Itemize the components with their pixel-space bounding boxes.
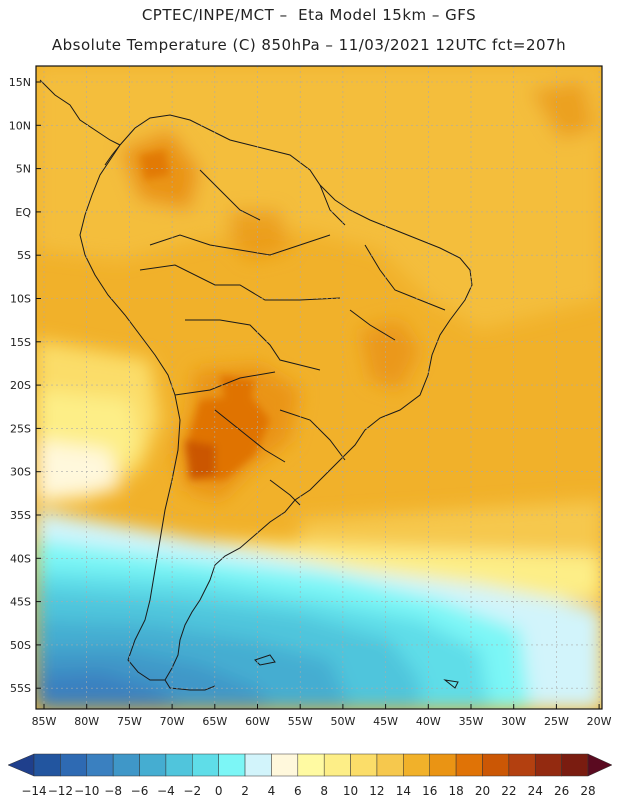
- colorbar-labels: −14 −12 −10 −8 −6 −4 −2 0 2 4 6 8 10 12 14 16 18 20 22 24 26…: [21, 784, 595, 798]
- colorbar-segment: [112, 753, 140, 777]
- colorbar-segment: [60, 753, 88, 777]
- lon-label: 20W: [587, 715, 612, 728]
- colorbar-segment: [534, 753, 562, 777]
- lat-label: 45S: [10, 596, 31, 609]
- map-frame: [35, 65, 603, 710]
- colorbar-segment: [482, 753, 510, 777]
- colorbar-low-arrow: [7, 753, 35, 777]
- colorbar-segment: [403, 753, 430, 777]
- colorbar-label: 22: [501, 784, 516, 798]
- lat-label: 55S: [10, 682, 31, 695]
- colorbar-high-arrow: [587, 753, 613, 777]
- lat-label: 10N: [9, 119, 31, 132]
- lon-label: 30W: [501, 715, 526, 728]
- lon-label: 70W: [160, 715, 185, 728]
- lon-label: 85W: [32, 715, 57, 728]
- colorbar-label: 2: [241, 784, 249, 798]
- colorbar-label: −8: [104, 784, 122, 798]
- lon-label: 60W: [245, 715, 270, 728]
- colorbar-segment: [86, 753, 114, 777]
- colorbar: [7, 753, 613, 777]
- colorbar-segment: [376, 753, 404, 777]
- colorbar-segment: [455, 753, 483, 777]
- colorbar-label: 26: [554, 784, 569, 798]
- lon-label: 40W: [416, 715, 441, 728]
- lat-label: 5N: [16, 163, 31, 176]
- lat-label: 15S: [10, 336, 31, 349]
- lon-label: 50W: [330, 715, 355, 728]
- map-title-line1: CPTEC/INPE/MCT – Eta Model 15km – GFS: [141, 6, 477, 24]
- lat-label: 30S: [10, 466, 31, 479]
- colorbar-label: −10: [74, 784, 99, 798]
- colorbar-segment: [508, 753, 536, 777]
- colorbar-segment: [350, 753, 378, 777]
- colorbar-label: 8: [320, 784, 328, 798]
- colorbar-label: −14: [21, 784, 46, 798]
- lat-label: EQ: [15, 206, 31, 219]
- colorbar-label: 6: [294, 784, 302, 798]
- colorbar-segment: [297, 753, 325, 777]
- lat-label: 40S: [10, 552, 31, 565]
- colorbar-label: 24: [528, 784, 543, 798]
- lat-label: 15N: [9, 76, 31, 89]
- colorbar-label: 0: [215, 784, 223, 798]
- colorbar-segment: [33, 753, 61, 777]
- coastline-borders: [39, 79, 473, 691]
- temperature-field: [36, 66, 602, 709]
- colorbar-label: 18: [448, 784, 463, 798]
- lon-label: 25W: [544, 715, 569, 728]
- lat-lon-grid: [36, 66, 602, 709]
- lon-label: 80W: [74, 715, 99, 728]
- lat-label: 5S: [17, 249, 31, 262]
- colorbar-segment: [271, 753, 299, 777]
- colorbar-segment: [429, 753, 457, 777]
- colorbar-segment: [139, 753, 167, 777]
- lon-label: 75W: [117, 715, 142, 728]
- colorbar-label: 12: [369, 784, 384, 798]
- lon-label: 35W: [459, 715, 484, 728]
- colorbar-segment: [323, 753, 351, 777]
- colorbar-label: 28: [580, 784, 595, 798]
- colorbar-segment: [218, 753, 246, 777]
- lat-label: 50S: [10, 639, 31, 652]
- longitude-labels: 85W 80W 75W 70W 65W 60W 55W 50W 45W 40W 35W 30W 25W 2…: [32, 715, 612, 728]
- lon-label: 55W: [288, 715, 313, 728]
- colorbar-label: −4: [157, 784, 175, 798]
- latitude-labels: 15N 10N 5N EQ 5S 10S 15S 20S 25S 30S 35S 40S 45S 50S 5…: [9, 76, 32, 695]
- colorbar-segment: [192, 753, 219, 777]
- colorbar-label: 20: [475, 784, 490, 798]
- colorbar-label: 4: [268, 784, 276, 798]
- colorbar-label: 10: [343, 784, 358, 798]
- lon-label: 65W: [202, 715, 227, 728]
- lat-label: 35S: [10, 509, 31, 522]
- colorbar-label: −6: [131, 784, 149, 798]
- colorbar-segment: [561, 753, 589, 777]
- colorbar-label: 16: [422, 784, 437, 798]
- lat-label: 10S: [10, 293, 31, 306]
- lon-label: 45W: [373, 715, 398, 728]
- colorbar-segment: [165, 753, 193, 777]
- colorbar-segment: [244, 753, 272, 777]
- lat-label: 20S: [10, 379, 31, 392]
- lat-label: 25S: [10, 422, 31, 435]
- map-title-line2: Absolute Temperature (C) 850hPa – 11/03/…: [51, 36, 567, 54]
- colorbar-label: −2: [183, 784, 201, 798]
- colorbar-label: 14: [396, 784, 411, 798]
- colorbar-label: −12: [48, 784, 73, 798]
